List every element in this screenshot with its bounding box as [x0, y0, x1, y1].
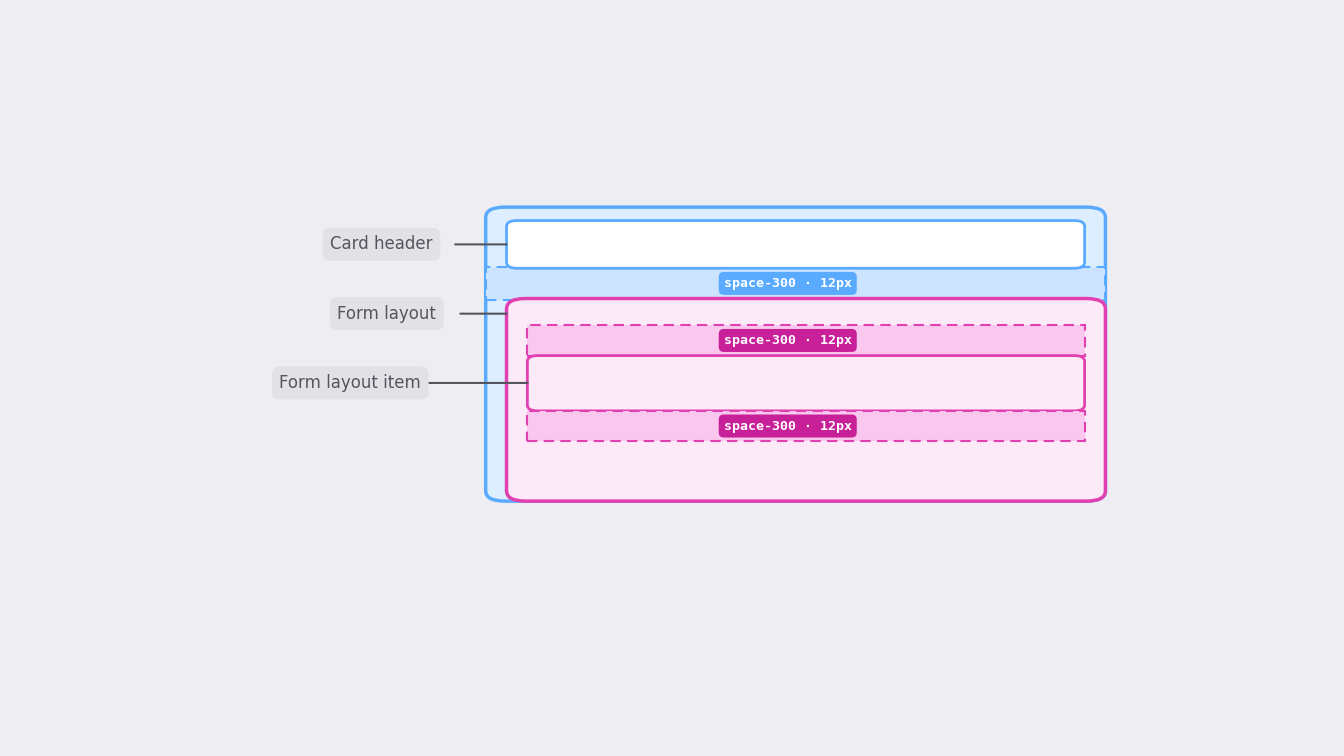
FancyBboxPatch shape: [527, 355, 1085, 411]
Text: Card header: Card header: [331, 235, 433, 253]
Text: space-300 · 12px: space-300 · 12px: [724, 277, 852, 290]
FancyBboxPatch shape: [507, 299, 1105, 501]
Text: space-300 · 12px: space-300 · 12px: [724, 334, 852, 347]
Text: space-300 · 12px: space-300 · 12px: [724, 420, 852, 432]
Text: Form layout item: Form layout item: [280, 374, 421, 392]
Bar: [527, 325, 1085, 355]
FancyBboxPatch shape: [507, 221, 1085, 268]
Bar: [527, 411, 1085, 442]
Bar: [485, 267, 1105, 300]
FancyBboxPatch shape: [485, 207, 1105, 501]
Text: Form layout: Form layout: [337, 305, 437, 323]
